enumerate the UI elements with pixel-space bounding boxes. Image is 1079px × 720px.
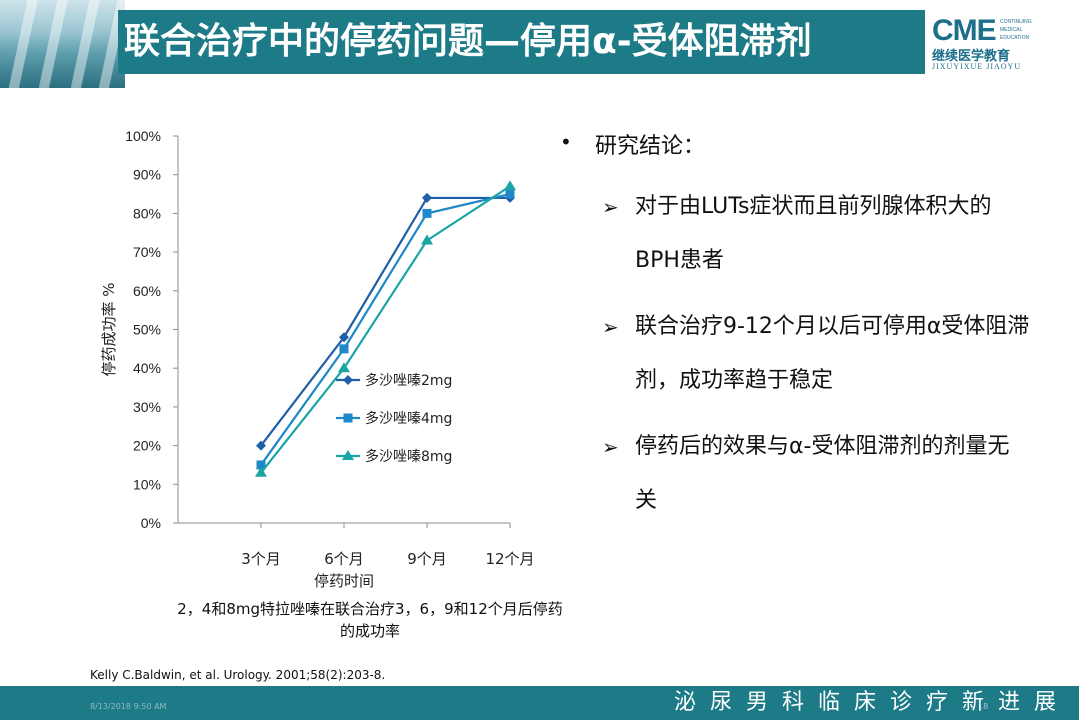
data-point — [256, 440, 266, 451]
arrow-bullet-icon: ➢ — [602, 195, 619, 219]
citation: Kelly C.Baldwin, et al. Urology. 2001;58… — [90, 668, 386, 682]
arrow-bullet-icon: ➢ — [602, 435, 619, 459]
conclusion-item: ➢ 联合治疗9-12个月以后可停用α受体阻滞剂，成功率趋于稳定 — [602, 300, 1030, 408]
y-axis-title: 停药成功率 % — [100, 282, 118, 376]
y-tick-label: 80% — [133, 205, 161, 221]
x-tick-label: 3个月 — [241, 550, 281, 568]
data-point — [422, 192, 432, 203]
cme-logo-small: CONTINUING MEDICAL EDUCATION — [1000, 19, 1032, 41]
y-tick-label: 90% — [133, 167, 161, 183]
y-tick-label: 30% — [133, 399, 161, 415]
data-point — [339, 344, 349, 354]
data-point — [422, 208, 432, 218]
x-tick-label: 6个月 — [324, 550, 364, 568]
y-tick-label: 70% — [133, 244, 161, 260]
x-tick-label: 12个月 — [485, 550, 534, 568]
series-line — [260, 192, 511, 466]
data-point — [505, 189, 515, 199]
cme-logo-cn: 继续医学教育 — [932, 49, 1011, 64]
footer-slogan: 泌尿男科临床诊疗新进展 — [673, 690, 1070, 715]
data-point — [256, 460, 266, 470]
series-line — [260, 196, 510, 447]
y-tick-label: 50% — [133, 322, 161, 338]
data-point — [255, 466, 267, 477]
legend-marker — [342, 450, 354, 460]
y-tick-label: 10% — [133, 476, 161, 492]
y-tick-label: 60% — [133, 283, 161, 299]
cme-logo-text: CME — [932, 14, 997, 47]
chart-caption: 2，4和8mg特拉唑嗪在联合治疗3，6，9和12个月后停药的成功率 — [177, 600, 563, 640]
y-tick-label: 40% — [133, 360, 161, 376]
bullet-dot: • — [560, 130, 572, 154]
conclusion-item: ➢ 对于由LUTs症状而且前列腺体积大的BPH患者 — [602, 180, 1030, 288]
conclusion-item: ➢ 停药后的效果与α-受体阻滞剂的剂量无关 — [602, 420, 1030, 528]
footer-timestamp: 8/13/2018 9:50 AM — [90, 702, 167, 711]
header: 联合治疗中的停药问题—停用α-受体阻滞剂 CME CONTINUING MEDI… — [0, 0, 1079, 88]
arrow-bullet-icon: ➢ — [602, 315, 619, 339]
cme-logo-pinyin: JIXUYIXUE JIAOYU — [932, 62, 1022, 71]
conclusions: • 研究结论： ➢ 对于由LUTs症状而且前列腺体积大的BPH患者 ➢ 联合治疗… — [560, 128, 1030, 528]
cme-logo: CME CONTINUING MEDICAL EDUCATION 继续医学教育 … — [930, 14, 1075, 74]
legend-marker — [343, 375, 353, 385]
series-line — [260, 185, 511, 474]
legend-marker — [343, 413, 353, 423]
x-tick-label: 9个月 — [407, 550, 447, 568]
footer-bar — [0, 686, 1079, 720]
legend-label: 多沙唑嗪2mg — [365, 372, 452, 389]
x-axis-title: 停药时间 — [314, 572, 374, 590]
conclusions-heading: 研究结论： — [595, 134, 706, 159]
title-bar — [118, 10, 925, 74]
legend-label: 多沙唑嗪4mg — [365, 410, 452, 427]
header-waterfall-image — [0, 0, 125, 88]
y-tick-label: 20% — [133, 438, 161, 454]
data-point — [504, 180, 516, 191]
slide-title: 联合治疗中的停药问题—停用α-受体阻滞剂 — [124, 21, 812, 62]
y-tick-label: 0% — [141, 515, 161, 531]
data-point — [421, 234, 433, 245]
y-tick-label: 100% — [125, 128, 161, 144]
legend-label: 多沙唑嗪8mg — [365, 448, 452, 465]
page-number: 18 — [978, 702, 989, 711]
data-point — [338, 362, 350, 373]
data-point — [339, 332, 349, 343]
